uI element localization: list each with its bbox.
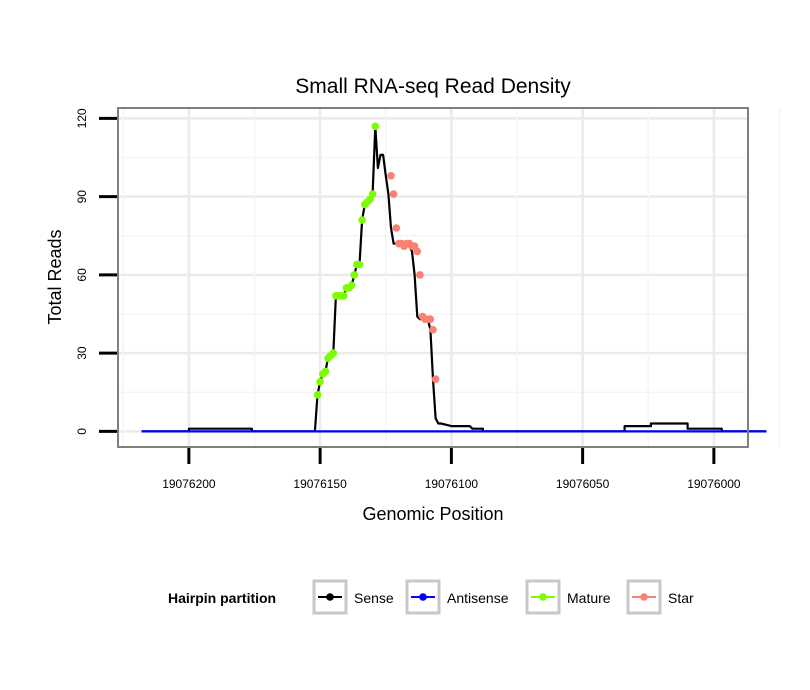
legend-item-mature: Mature (525, 579, 611, 615)
point-mature (368, 190, 377, 198)
point-mature (358, 216, 366, 224)
legend-label: Antisense (447, 590, 509, 606)
grid (118, 108, 781, 447)
x-tick-label: 19076000 (687, 477, 741, 491)
legend-item-sense: Sense (312, 579, 394, 615)
legend-item-star: Star (626, 579, 694, 615)
chart-title: Small RNA-seq Read Density (295, 75, 571, 98)
point-star (392, 224, 401, 232)
y-axis: 0 30 60 90 120 (75, 108, 117, 435)
legend-title: Hairpin partition (168, 590, 276, 606)
point-mature (347, 281, 356, 290)
point-star (389, 190, 398, 198)
point-mature (329, 349, 338, 357)
y-tick-label: 60 (75, 268, 89, 282)
x-tick-label: 19076100 (425, 477, 479, 491)
legend-key-point (326, 593, 334, 601)
legend-key-point (419, 593, 427, 601)
plot-border (117, 107, 749, 448)
point-star (429, 325, 437, 334)
point-mature (355, 260, 364, 269)
x-axis: 19076200 19076150 19076100 19076050 19076000 (162, 448, 741, 491)
y-tick-label: 30 (75, 346, 89, 360)
point-star (431, 375, 440, 384)
y-tick-label: 120 (75, 108, 89, 128)
legend-label: Sense (354, 590, 394, 606)
point-star (426, 315, 435, 324)
point-mature (350, 271, 359, 279)
plot-panel (118, 108, 748, 447)
point-mature (371, 122, 380, 131)
point-mature (321, 367, 330, 376)
y-tick-label: 0 (75, 428, 89, 435)
point-mature (313, 391, 322, 399)
point-star (416, 271, 424, 279)
x-tick-label: 19076150 (293, 477, 347, 491)
legend-key-point (640, 593, 648, 601)
legend: Hairpin partition Sense Antisense Mature St… (168, 579, 694, 615)
legend-key-point (539, 593, 547, 601)
x-axis-title: Genomic Position (362, 504, 503, 524)
series-layer (141, 122, 767, 433)
point-star (413, 247, 422, 256)
legend-label: Mature (567, 590, 611, 606)
point-star (387, 172, 395, 180)
point-mature (340, 292, 348, 300)
point-mature (316, 378, 324, 386)
x-tick-label: 19076200 (162, 477, 216, 491)
y-tick-label: 90 (75, 190, 89, 204)
y-axis-title: Total Reads (45, 229, 65, 324)
legend-item-antisense: Antisense (405, 579, 509, 615)
legend-label: Star (668, 590, 694, 606)
x-tick-label: 19076050 (556, 477, 610, 491)
